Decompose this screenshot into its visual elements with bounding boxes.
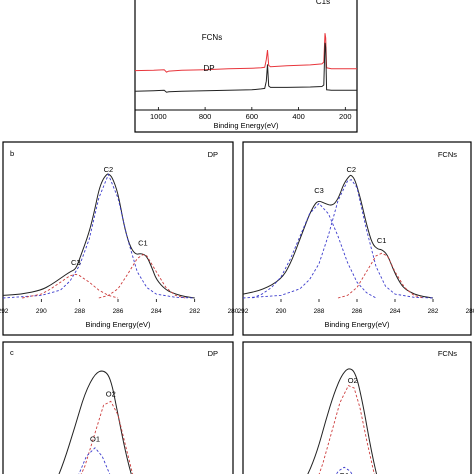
series-line-c3 [22, 273, 119, 299]
component-label-o1: O1 [90, 435, 100, 444]
panel-b-dp: 292 290 288 286 284 282 280 Binding Energy(eV) b… [0, 141, 239, 336]
panel-frame [242, 141, 472, 336]
x-tick-label: 282 [189, 308, 200, 315]
plot-area [3, 173, 195, 299]
x-axis-label: Binding Energy(eV) [213, 121, 279, 130]
x-tick-label: 288 [314, 308, 325, 315]
series-line-o2 [80, 400, 134, 474]
component-label-c2: C2 [347, 165, 357, 174]
panel-letter: b [10, 149, 14, 158]
x-axis-label: Binding Energy(eV) [85, 320, 151, 329]
x-tick-label: 200 [339, 112, 352, 121]
x-tick-label: 290 [276, 308, 287, 315]
series-line-o1 [335, 466, 353, 474]
panel-c-fcns: FCNs O2 O1 [242, 341, 472, 474]
series-line-c1 [337, 252, 424, 299]
plot-area [307, 368, 378, 474]
series-line-c2 [243, 179, 434, 299]
x-tick-label: 290 [36, 308, 47, 315]
panel-frame [134, 0, 358, 133]
series-line-o2 [318, 385, 375, 474]
x-tick-label: 1000 [150, 112, 167, 121]
x-tick-label: 286 [352, 308, 363, 315]
x-tick-label: 282 [428, 308, 439, 315]
series-line-c2 [3, 173, 195, 299]
panel-frame [2, 341, 234, 474]
panel-a: 1000 800 600 400 200 Binding Energy(eV) FCNs DP… [134, 0, 358, 133]
plot-area [243, 174, 434, 299]
x-tick-label: 284 [151, 308, 162, 315]
series-line-envelope [243, 174, 434, 299]
series-label-dp: DP [203, 64, 214, 73]
x-tick-label: 400 [292, 112, 305, 121]
component-label-o2: O2 [106, 390, 116, 399]
series-line-c3 [252, 202, 377, 299]
plot-area [135, 33, 357, 93]
series-line-o1 [78, 447, 111, 474]
x-axis-label: Binding Energy(eV) [324, 320, 390, 329]
component-label-c1: C1 [377, 236, 387, 245]
panel-title: DP [208, 150, 218, 159]
x-tick-label: 284 [390, 308, 401, 315]
series-line-envelope [307, 368, 378, 474]
peak-label-c1s: C1s [316, 0, 330, 6]
panel-c-dp: c DP O2 O1 [2, 341, 234, 474]
panel-title: DP [208, 349, 218, 358]
component-label-c1: C1 [138, 238, 148, 247]
panel-b-fcns: 292 290 288 286 284 282 280 Binding Energy(eV) F… [238, 141, 474, 336]
x-tick-label: 280 [466, 308, 474, 315]
plot-area [58, 370, 134, 474]
x-tick-label: 292 [238, 308, 249, 315]
component-label-o1: O1 [339, 471, 349, 474]
series-label-fcns: FCNs [202, 33, 222, 42]
component-label-o2: O2 [348, 376, 358, 385]
series-line-fcns [135, 33, 357, 73]
component-label-c3: C3 [71, 258, 81, 267]
component-label-c2: C2 [104, 165, 114, 174]
series-line-c1 [98, 254, 186, 299]
panel-title: FCNs [438, 349, 457, 358]
x-tick-label: 800 [199, 112, 212, 121]
x-tick-label: 286 [113, 308, 124, 315]
panel-title: FCNs [438, 150, 457, 159]
panel-frame [2, 141, 234, 336]
component-label-c3: C3 [314, 186, 324, 195]
series-line-dp [135, 42, 357, 93]
x-tick-label: 288 [74, 308, 85, 315]
x-tick-label: 292 [0, 308, 9, 315]
panel-frame [242, 341, 472, 474]
x-tick-label: 280 [228, 308, 239, 315]
x-tick-label: 600 [246, 112, 259, 121]
series-line-envelope [3, 173, 195, 299]
panel-letter: c [10, 348, 14, 357]
series-line-envelope [58, 370, 132, 474]
